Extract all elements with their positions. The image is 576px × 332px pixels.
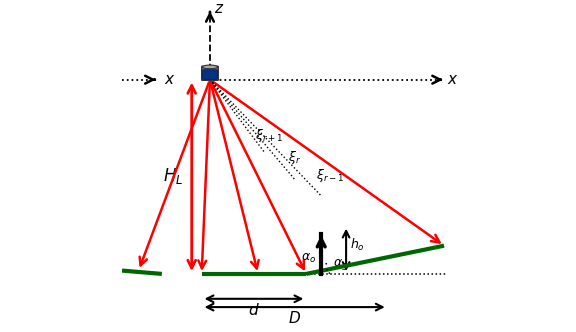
Text: $\alpha_o$: $\alpha_o$ [301, 252, 316, 265]
Text: $h_o$: $h_o$ [350, 237, 365, 253]
Text: $x$: $x$ [448, 72, 459, 87]
Text: $H_L$: $H_L$ [164, 166, 184, 186]
FancyBboxPatch shape [202, 66, 218, 80]
Text: $z$: $z$ [214, 1, 224, 16]
Text: $\xi_{r-1}$: $\xi_{r-1}$ [316, 167, 344, 184]
FancyBboxPatch shape [203, 70, 217, 79]
Text: $\alpha_g$: $\alpha_g$ [333, 257, 348, 272]
Text: $d$: $d$ [248, 302, 260, 318]
Text: $\xi_{r}$: $\xi_{r}$ [288, 149, 301, 166]
Ellipse shape [202, 65, 218, 69]
Text: $\xi_{r+1}$: $\xi_{r+1}$ [255, 127, 283, 144]
Text: $x$: $x$ [164, 72, 175, 87]
Text: $D$: $D$ [288, 310, 301, 326]
